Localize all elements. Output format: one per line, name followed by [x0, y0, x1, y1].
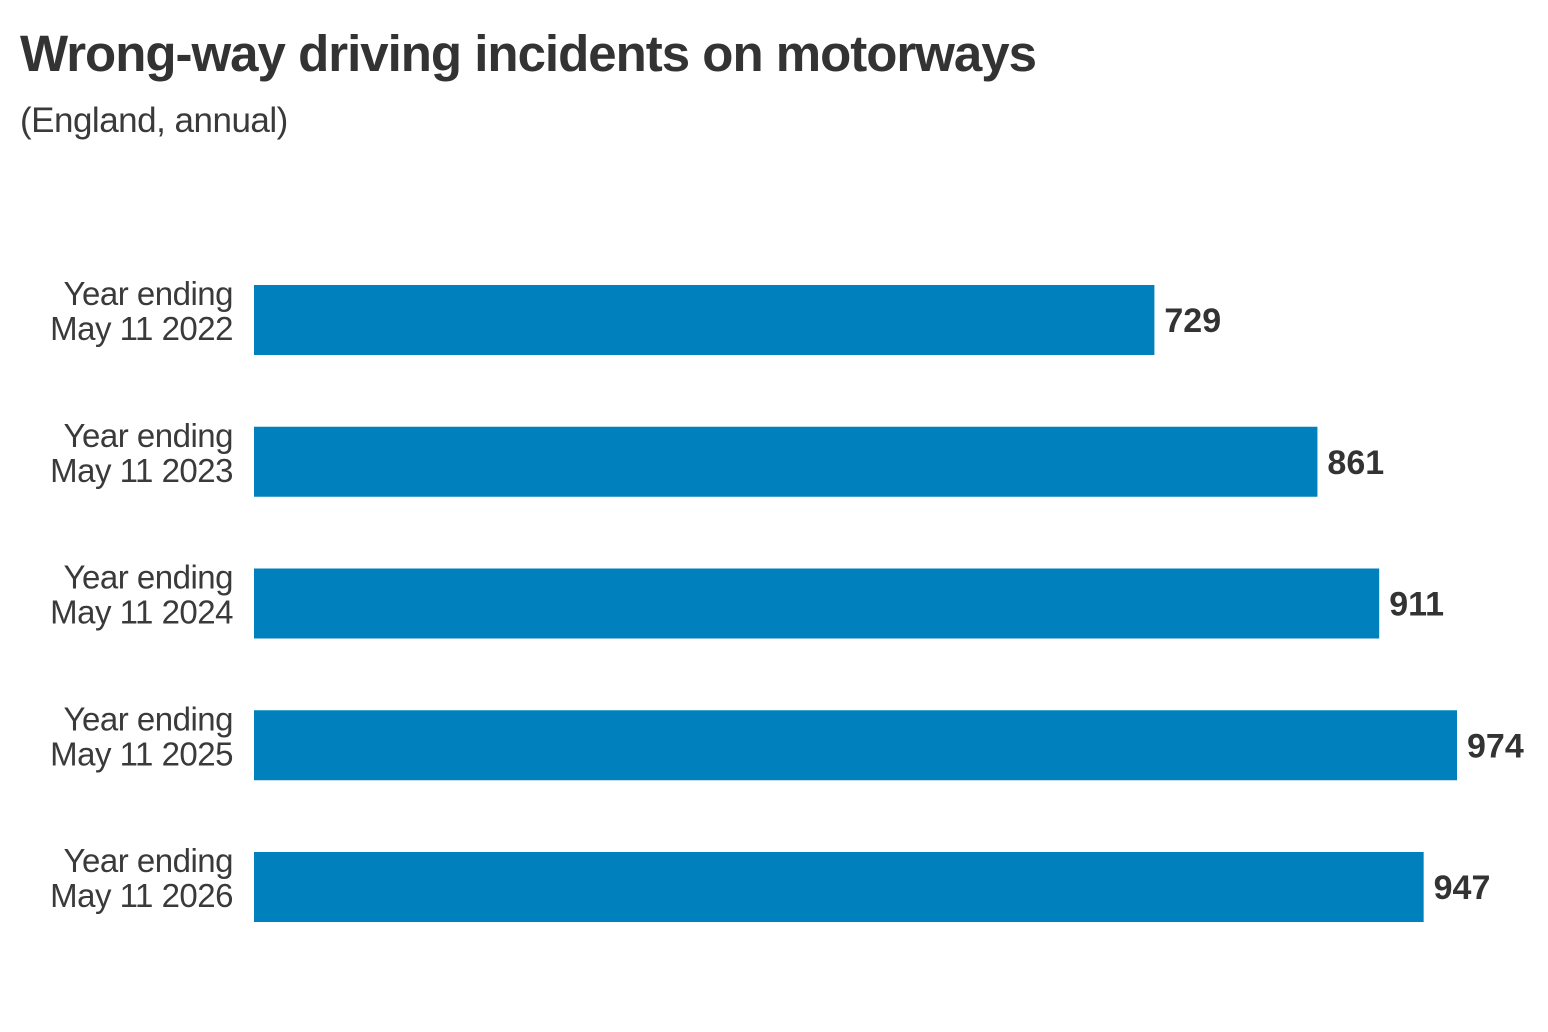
category-label: Year ending May 11 2026	[50, 842, 233, 914]
category-label-line: Year ending	[64, 700, 233, 737]
bar	[254, 285, 1155, 355]
category-label-line: Year ending	[64, 559, 233, 596]
category-label-line: May 11 2023	[50, 452, 233, 489]
category-label-line: May 11 2024	[50, 594, 233, 631]
category-label-line: May 11 2025	[50, 735, 233, 772]
bar-value-label: 911	[1389, 586, 1444, 624]
bar	[254, 710, 1457, 781]
bar-value-label: 729	[1164, 302, 1221, 340]
category-label-line: Year ending	[64, 417, 233, 454]
category-label: Year ending May 11 2023	[50, 417, 233, 489]
bar-value-label: 974	[1467, 727, 1524, 765]
category-label-line: May 11 2026	[50, 877, 233, 914]
category-label-line: Year ending	[64, 275, 233, 312]
category-label-line: May 11 2022	[50, 310, 233, 347]
category-label: Year ending May 11 2025	[50, 700, 233, 772]
chart-title: Wrong-way driving incidents on motorways	[20, 25, 1037, 82]
chart-subtitle: (England, annual)	[20, 101, 288, 140]
category-label: Year ending May 11 2024	[50, 559, 233, 631]
category-label: Year ending May 11 2022	[50, 275, 233, 347]
bar	[254, 426, 1318, 497]
bar	[254, 852, 1424, 922]
bar-value-label: 861	[1327, 444, 1384, 482]
bar-value-label: 947	[1434, 869, 1491, 907]
category-label-line: Year ending	[64, 842, 233, 879]
bar	[254, 568, 1380, 639]
